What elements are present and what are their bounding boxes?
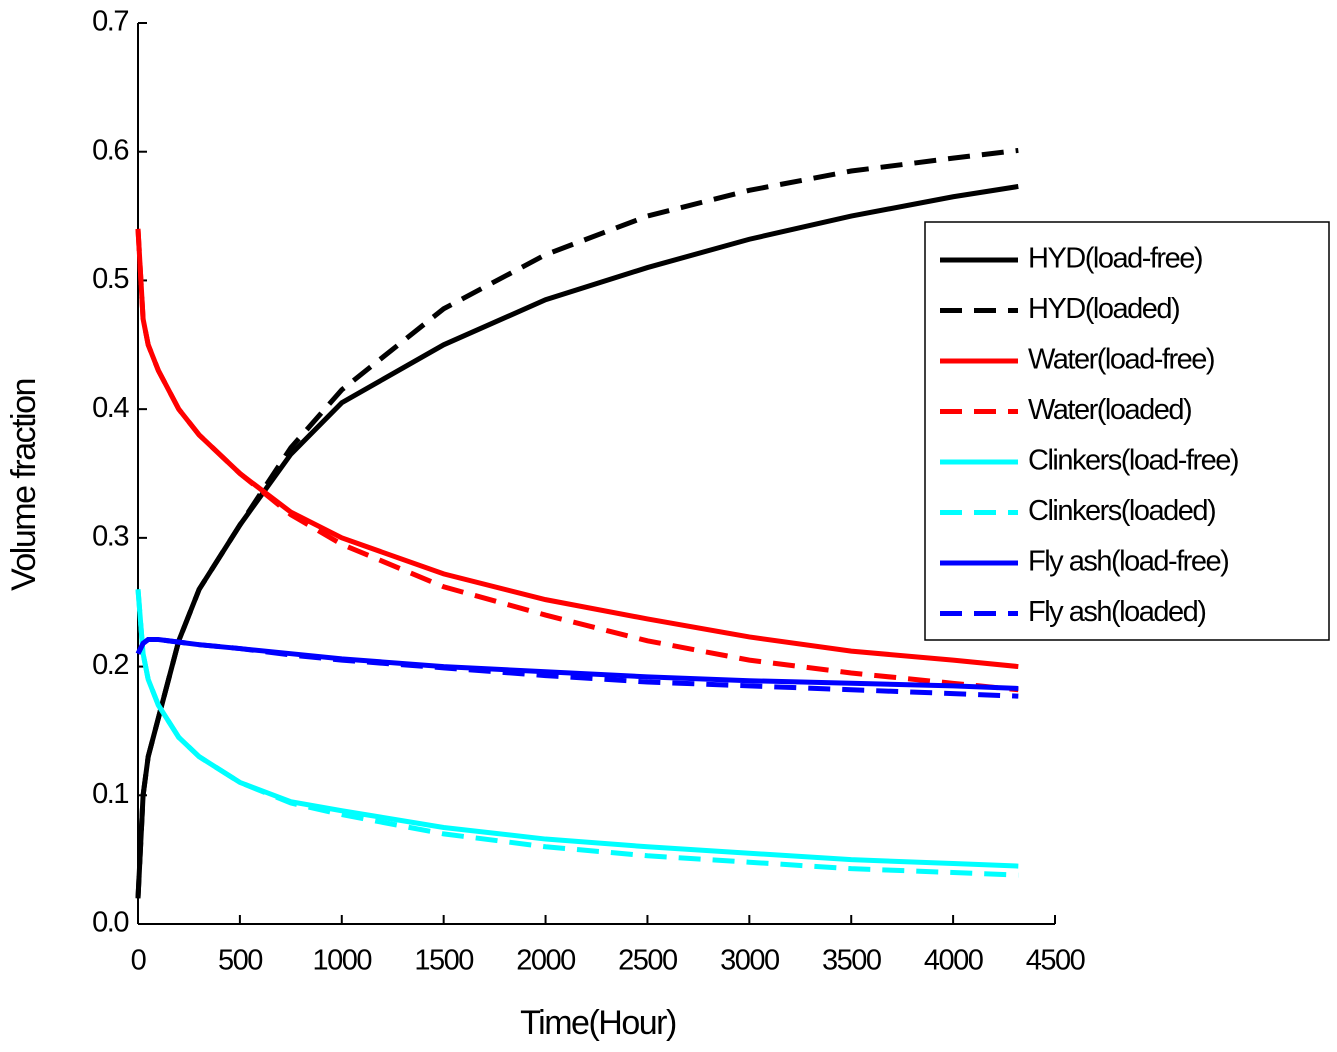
y-tick-label: 0.1 <box>92 778 128 810</box>
y-tick-label: 0.7 <box>92 6 128 38</box>
y-tick-label: 0.4 <box>92 392 129 424</box>
series-line <box>135 183 1019 899</box>
y-tick-label: 0.2 <box>92 649 128 681</box>
x-tick-label: 2500 <box>618 945 677 977</box>
x-tick-label: 3500 <box>822 945 881 977</box>
x-tick-label: 1000 <box>313 945 372 977</box>
series-line <box>135 228 1019 670</box>
series-line <box>135 228 1019 693</box>
y-tick-label: 0.3 <box>92 521 128 553</box>
series-line <box>135 147 1019 899</box>
legend-label: Fly ash(loaded) <box>1028 596 1205 628</box>
legend-label: Clinkers(loaded) <box>1028 495 1215 527</box>
legend-label: Water(load-free) <box>1028 344 1214 376</box>
legend-label: HYD(loaded) <box>1028 293 1179 325</box>
series-line <box>135 589 1019 869</box>
legend-label: Fly ash(load-free) <box>1028 546 1228 578</box>
legend-label: Water(loaded) <box>1028 394 1191 426</box>
series-line <box>135 637 1019 691</box>
x-tick-label: 1500 <box>414 945 473 977</box>
series-line <box>135 637 1019 699</box>
series-line <box>135 589 1019 878</box>
legend-label: HYD(load-free) <box>1028 243 1202 275</box>
x-tick-label: 4000 <box>924 945 983 977</box>
y-axis-title: Volume fraction <box>5 379 43 591</box>
legend-label: Clinkers(load-free) <box>1028 445 1238 477</box>
legend-box <box>924 221 1330 641</box>
y-tick-label: 0.5 <box>92 263 128 295</box>
x-tick-label: 2000 <box>516 945 575 977</box>
x-tick-label: 0 <box>131 945 146 977</box>
y-tick-label: 0.6 <box>92 134 128 166</box>
y-tick-label: 0.0 <box>92 907 128 939</box>
x-axis-title: Time(Hour) <box>520 1004 676 1042</box>
x-tick-label: 4500 <box>1026 945 1085 977</box>
x-tick-label: 500 <box>218 945 262 977</box>
x-tick-label: 3000 <box>720 945 779 977</box>
